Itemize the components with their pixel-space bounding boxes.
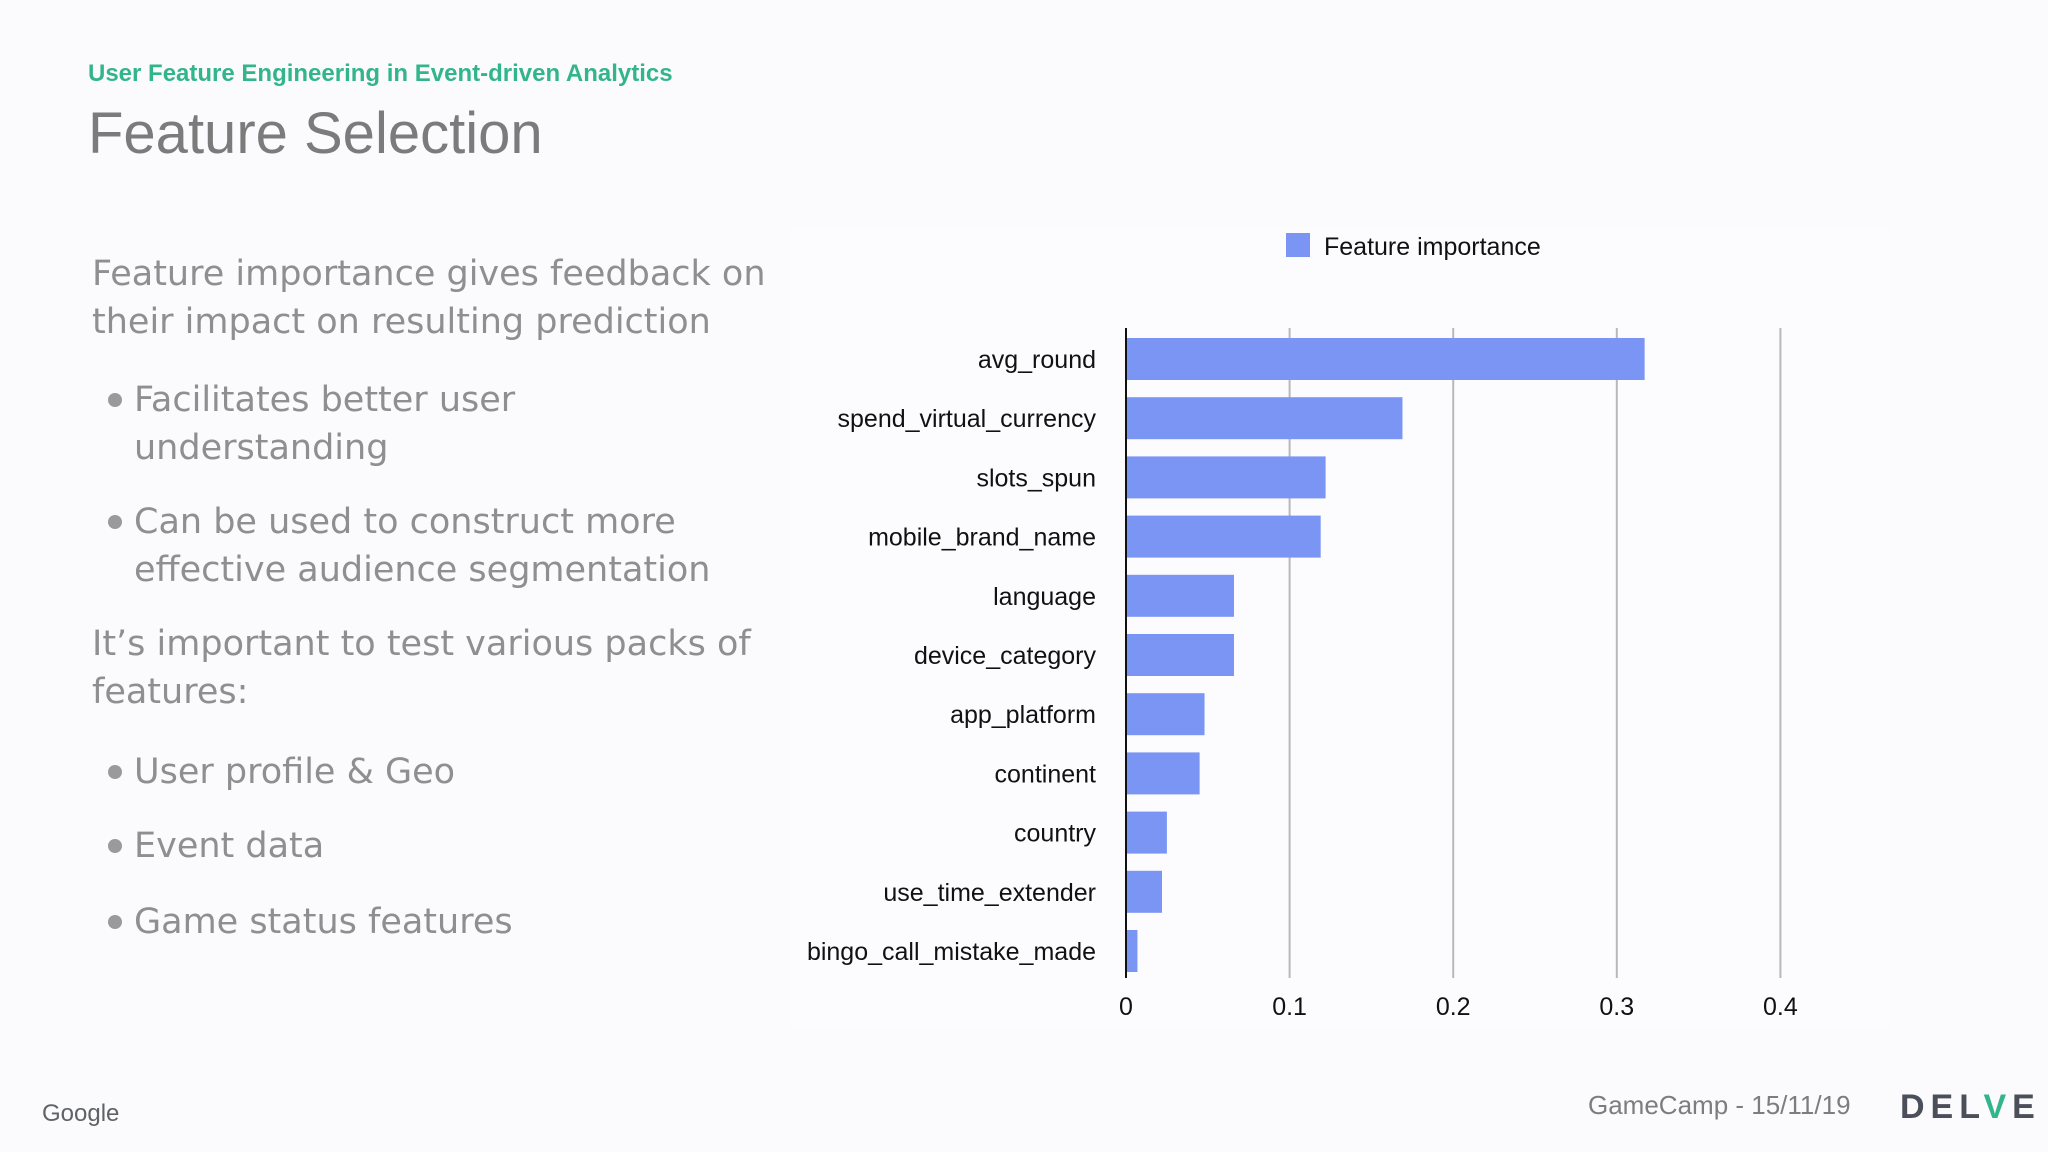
logo-part: E	[2012, 1088, 2041, 1126]
category-label: bingo_call_mistake_made	[807, 938, 1096, 966]
bar-app_platform	[1126, 693, 1205, 736]
bullet-item: Facilitates better user understanding	[108, 376, 748, 472]
category-label: device_category	[914, 642, 1097, 670]
packs-paragraph: It’s important to test various packs of …	[92, 624, 751, 712]
bullet-item: User profile & Geo	[108, 748, 748, 796]
bar-mobile_brand_name	[1126, 515, 1321, 558]
bullet-dot-icon	[108, 515, 122, 529]
bullet-text: Can be used to construct more effective …	[134, 502, 711, 590]
feature-importance-chart: avg_round spend_virtual_currency slots_spu…	[790, 228, 1890, 1028]
bullet-item: Event data	[108, 822, 748, 870]
bullet-text: Facilitates better user understanding	[134, 380, 516, 468]
event-date: GameCamp - 15/11/19	[1588, 1090, 1851, 1120]
bullet-text: Game status features	[134, 902, 513, 942]
legend-label: Feature importance	[1324, 233, 1541, 261]
logo-part: DEL	[1900, 1088, 1984, 1126]
category-label: continent	[995, 760, 1097, 788]
x-tick-label: 0	[1119, 993, 1133, 1021]
bar-country	[1126, 811, 1167, 854]
x-tick-label: 0.4	[1763, 993, 1798, 1021]
bar-avg_round	[1126, 338, 1645, 380]
category-label: mobile_brand_name	[868, 524, 1096, 552]
category-label: app_platform	[950, 701, 1096, 729]
category-label: avg_round	[978, 346, 1096, 374]
slide-subtitle: User Feature Engineering in Event-driven…	[88, 60, 673, 87]
bar-bingo_call_mistake_made	[1126, 930, 1138, 972]
bar-device_category	[1126, 634, 1234, 676]
bar-language	[1126, 574, 1234, 617]
bullet-dot-icon	[108, 915, 122, 929]
category-label: country	[1014, 820, 1096, 848]
x-tick-label: 0.3	[1599, 993, 1634, 1021]
bullet-dot-icon	[108, 839, 122, 853]
category-label: slots_spun	[976, 464, 1096, 492]
legend-swatch	[1286, 233, 1310, 257]
bar-continent	[1126, 752, 1200, 795]
slide-title: Feature Selection	[88, 101, 543, 166]
google-logo: Google	[42, 1100, 120, 1127]
chart-svg: avg_round spend_virtual_currency slots_spu…	[807, 233, 1798, 1021]
delve-logo: DELVE	[1900, 1088, 2041, 1127]
bullet-item: Can be used to construct more effective …	[108, 498, 748, 594]
bullet-dot-icon	[108, 765, 122, 779]
bar-spend_virtual_currency	[1126, 397, 1403, 440]
bullet-text: Event data	[134, 826, 325, 866]
category-label: use_time_extender	[883, 879, 1096, 907]
x-tick-label: 0.2	[1436, 993, 1471, 1021]
logo-part: V	[1983, 1088, 2013, 1126]
category-label: spend_virtual_currency	[838, 405, 1097, 433]
bar-slots_spun	[1126, 456, 1326, 499]
bar-use_time_extender	[1126, 870, 1162, 913]
bullet-text: User profile & Geo	[134, 752, 456, 792]
category-label: language	[993, 583, 1096, 611]
bullet-item: Game status features	[108, 898, 748, 946]
bullet-dot-icon	[108, 393, 122, 407]
intro-paragraph: Feature importance gives feedback on the…	[92, 254, 766, 342]
x-tick-label: 0.1	[1272, 993, 1307, 1021]
